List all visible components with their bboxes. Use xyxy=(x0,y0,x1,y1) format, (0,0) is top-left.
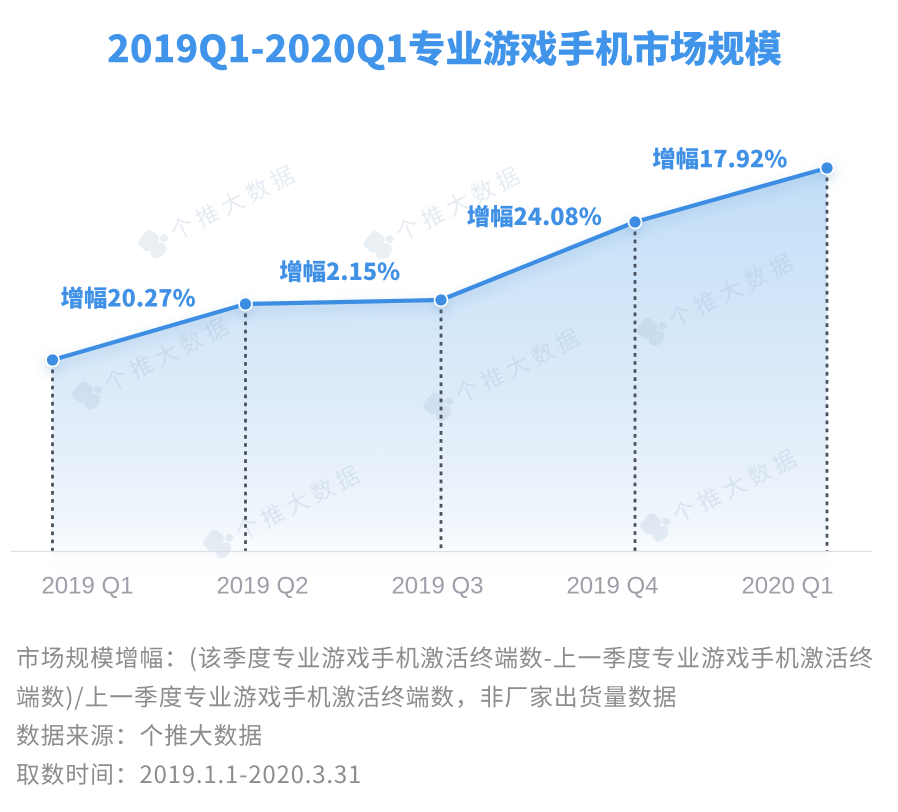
svg-text:2019 Q4: 2019 Q4 xyxy=(566,573,658,600)
svg-text:2019 Q2: 2019 Q2 xyxy=(216,573,308,600)
svg-text:2019 Q3: 2019 Q3 xyxy=(391,573,483,600)
svg-text:2019 Q1: 2019 Q1 xyxy=(41,573,133,600)
svg-text:2020 Q1: 2020 Q1 xyxy=(741,573,833,600)
